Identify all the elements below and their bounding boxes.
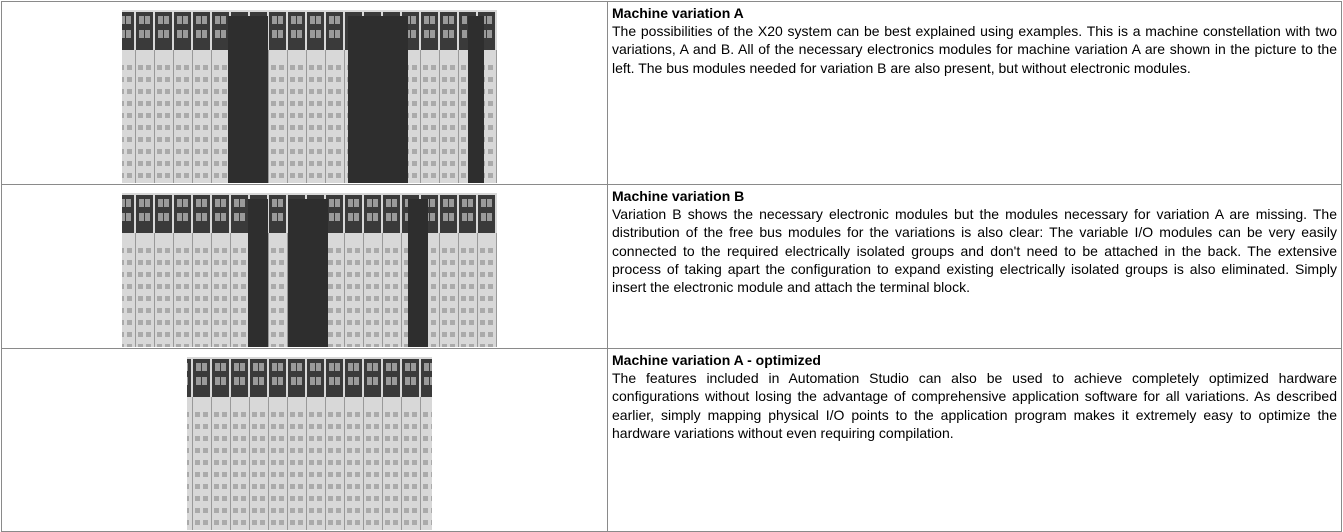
image-cell	[1, 1, 608, 185]
row-title: Machine variation A	[612, 5, 744, 21]
text-cell: Machine variation A - optimized The feat…	[607, 348, 1342, 532]
row-title: Machine variation A - optimized	[612, 352, 821, 368]
text-cell: Machine variation B Variation B shows th…	[607, 184, 1342, 349]
module-image	[122, 193, 497, 347]
row-text: The features included in Automation Stud…	[612, 370, 1337, 441]
row-title: Machine variation B	[612, 188, 745, 204]
module-image	[122, 10, 497, 183]
image-cell	[1, 184, 608, 349]
row-text: Variation B shows the necessary electron…	[612, 206, 1337, 296]
text-cell: Machine variation A The possibilities of…	[607, 1, 1342, 185]
row-text: The possibilities of the X20 system can …	[612, 23, 1337, 76]
image-cell	[1, 348, 608, 532]
module-image	[187, 357, 432, 530]
